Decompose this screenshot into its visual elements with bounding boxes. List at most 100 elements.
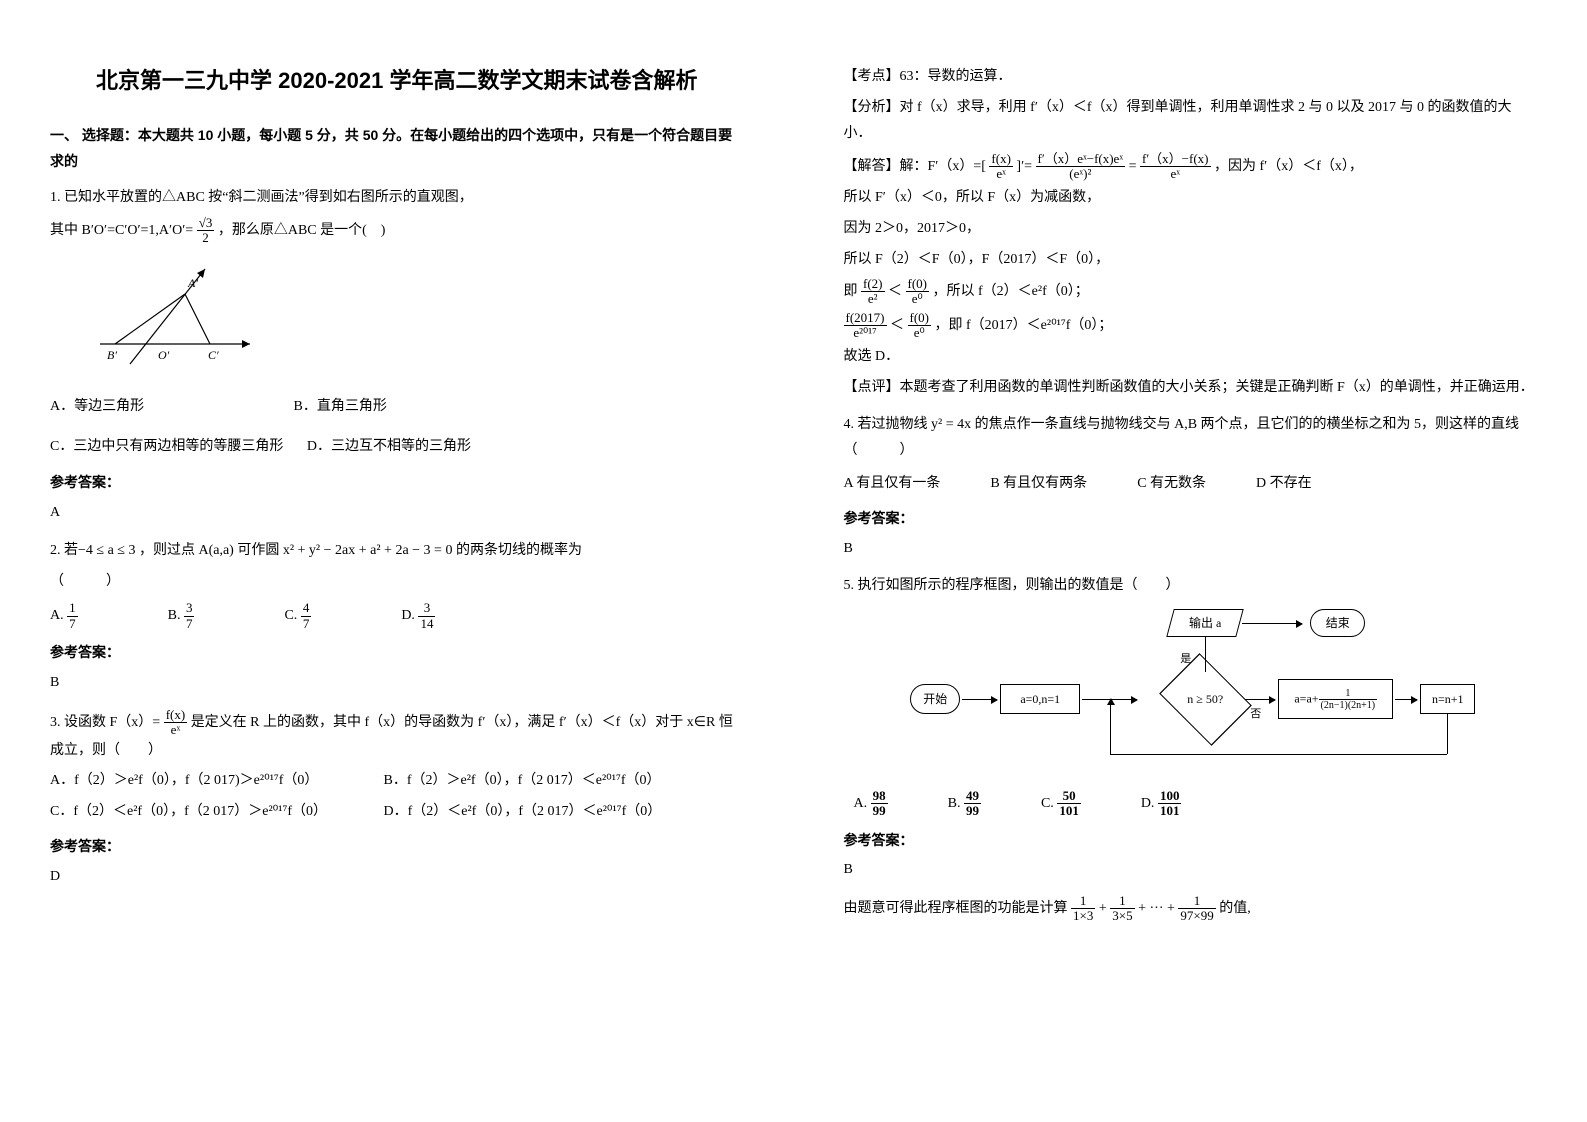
r-l3-f2d: (eˣ)² [1036, 167, 1126, 181]
q5-optC-den: 101 [1057, 804, 1081, 818]
fc-assign-pre: a=a+ [1294, 691, 1318, 705]
q2-optC-den: 7 [301, 617, 312, 631]
r-l10: 【点评】本题考查了利用函数的单调性判断函数值的大小关系；关键是正确判断 F（x）… [844, 375, 1538, 402]
q1-row-cd: C．三边中只有两边相等的等腰三角形 D．三边互不相等的三角形 [50, 434, 744, 461]
left-column: 北京第一三九中学 2020-2021 学年高二数学文期末试卷含解析 一、 选择题… [0, 0, 794, 1122]
fc-cond-box: n ≥ 50? [1165, 672, 1245, 727]
q5-stem: 5. 执行如图所示的程序框图，则输出的数值是（ ） [844, 573, 1538, 600]
q3-answer: D [50, 864, 744, 891]
q5-tail-f2n: 1 [1110, 894, 1134, 909]
fc-init-box: a=0,n=1 [1000, 684, 1080, 714]
q2-optA-num: 1 [67, 601, 78, 616]
q5-optA-num: 98 [871, 789, 888, 804]
r-l7-f1: f(2)e² [861, 277, 885, 307]
fc-cond-label: n ≥ 50? [1187, 688, 1223, 711]
q1-label-a: A′ [187, 276, 198, 290]
r-l3-f2n: f′（x）eˣ−f(x)eˣ [1036, 152, 1126, 167]
q2-optA-den: 7 [67, 617, 78, 631]
r-l8-post: ，即 f（2017）＜e²⁰¹⁷f（0）； [935, 318, 1113, 333]
r-l3-f2: f′（x）eˣ−f(x)eˣ(eˣ)² [1036, 152, 1126, 182]
r-l9: 故选 D． [844, 344, 1538, 371]
q5-tail-f1: 11×3 [1071, 894, 1095, 924]
q3-optB: B．f（2）＞e²f（0），f（2 017）＜e²⁰¹⁷f（0） [384, 773, 661, 788]
q1-optB: B．直角三角形 [294, 399, 387, 414]
fc-loop-v2 [1110, 704, 1111, 754]
q5-answer: B [844, 857, 1538, 884]
q2-optA-frac: 17 [67, 601, 78, 631]
q5-optC: C. 50101 [1041, 789, 1081, 819]
q2-optC-label: C. [284, 608, 297, 623]
q5-optD-num: 100 [1158, 789, 1182, 804]
r-l7-lt: ＜ [888, 284, 902, 299]
q1-frac-num: √3 [197, 216, 215, 231]
q2-optD-den: 14 [418, 617, 435, 631]
q2-optC-num: 4 [301, 601, 312, 616]
q4-stem: 4. 若过抛物线 y² = 4x 的焦点作一条直线与抛物线交与 A,B 两个点，… [844, 412, 1538, 465]
r-l4: 所以 F′（x）＜0，所以 F（x）为减函数， [844, 185, 1538, 212]
q5-optA-den: 99 [871, 804, 888, 818]
q2-optC-frac: 47 [301, 601, 312, 631]
r-l3-f1: f(x)eˣ [989, 152, 1013, 182]
fc-arrow-1 [962, 699, 997, 700]
q2-optB-num: 3 [184, 601, 195, 616]
q2-optC: C. 47 [284, 601, 311, 631]
right-column: 【考点】63：导数的运算． 【分析】对 f（x）求导，利用 f′（x）＜f（x）… [794, 0, 1587, 1122]
q4-optC: C 有无数条 [1137, 471, 1206, 498]
q2-optB: B. 37 [168, 601, 195, 631]
r-l7-f2d: e⁰ [906, 292, 930, 306]
r-l5: 因为 2＞0，2017＞0， [844, 216, 1538, 243]
q5-tail-f1n: 1 [1071, 894, 1095, 909]
fc-output-label: 输出 a [1189, 616, 1221, 630]
q5-optC-frac: 50101 [1057, 789, 1081, 819]
q1-label-b: B′ [107, 348, 117, 362]
r-l8-f1d: e²⁰¹⁷ [844, 326, 887, 340]
fc-no-label: 否 [1250, 704, 1261, 725]
q5-optA-label: A. [854, 796, 868, 811]
r-l3-f3n: f′（x）−f(x) [1140, 152, 1211, 167]
q5-optD-den: 101 [1158, 804, 1182, 818]
q3-stem-pre: 3. 设函数 F（x）= [50, 715, 164, 730]
fc-assign-num: 1 [1319, 688, 1378, 700]
q1-label-o: O′ [158, 348, 170, 362]
fc-assign-box: a=a+1(2n−1)(2n+1) [1278, 679, 1393, 719]
q4-optB: B 有且仅有两条 [990, 471, 1087, 498]
fc-yes-label: 是 [1180, 649, 1191, 670]
q3-optD: D．f（2）＜e²f（0），f（2 017）＜e²⁰¹⁷f（0） [384, 804, 662, 819]
q2-options: A. 17 B. 37 C. 47 D. 314 [50, 601, 744, 631]
q5-optD-frac: 100101 [1158, 789, 1182, 819]
q3-answer-label: 参考答案： [50, 833, 744, 860]
fc-loop-v1 [1447, 714, 1448, 754]
q1-frac: √3 2 [197, 216, 215, 246]
q5-optB: B. 4999 [948, 789, 981, 819]
q2-answer: B [50, 670, 744, 697]
fc-arrow-3 [1245, 699, 1275, 700]
q2-optD-frac: 314 [418, 601, 435, 631]
r-l3-f1d: eˣ [989, 167, 1013, 181]
q3-row-cd: C．f（2）＜e²f（0），f（2 017）＞e²⁰¹⁷f（0） D．f（2）＜… [50, 799, 744, 826]
r-l7-f1d: e² [861, 292, 885, 306]
q5-optB-label: B. [948, 796, 961, 811]
q3-optC: C．f（2）＜e²f（0），f（2 017）＞e²⁰¹⁷f（0） [50, 799, 380, 826]
r-l3-eq: = [1129, 159, 1137, 174]
q3-row-ab: A．f（2）＞e²f（0），f（2 017)＞e²⁰¹⁷f（0） B．f（2）＞… [50, 768, 744, 795]
fc-start-box: 开始 [910, 684, 960, 714]
section-heading: 一、 选择题：本大题共 10 小题，每小题 5 分，共 50 分。在每小题给出的… [50, 122, 744, 175]
r-l1: 【考点】63：导数的运算． [844, 64, 1538, 91]
q5-tail-f1d: 1×3 [1071, 909, 1095, 923]
r-l3-f1n: f(x) [989, 152, 1013, 167]
q2-stem: 2. 若−4 ≤ a ≤ 3 ，则过点 A(a,a) 可作圆 x² + y² −… [50, 538, 744, 565]
q5-optB-frac: 4999 [964, 789, 981, 819]
q2-optD-label: D. [401, 608, 415, 623]
q3-stem: 3. 设函数 F（x）= f(x) eˣ 是定义在 R 上的函数，其中 f（x）… [50, 708, 744, 764]
q1-frac-den: 2 [197, 231, 215, 245]
fc-loop-arrow [1110, 699, 1111, 704]
r-l2: 【分析】对 f（x）求导，利用 f′（x）＜f（x）得到单调性，利用单调性求 2… [844, 95, 1538, 148]
q5-tail-f3n: 1 [1178, 894, 1215, 909]
r-l3-f3d: eˣ [1140, 167, 1211, 181]
r-l7-pre: 即 [844, 284, 862, 299]
r-l6: 所以 F（2）＜F（0），F（2017）＜F（0）， [844, 247, 1538, 274]
q1-row-ab: A．等边三角形 B．直角三角形 [50, 394, 744, 421]
q1-answer: A [50, 500, 744, 527]
q2-paren: （ ） [50, 569, 744, 596]
q5-optC-num: 50 [1057, 789, 1081, 804]
